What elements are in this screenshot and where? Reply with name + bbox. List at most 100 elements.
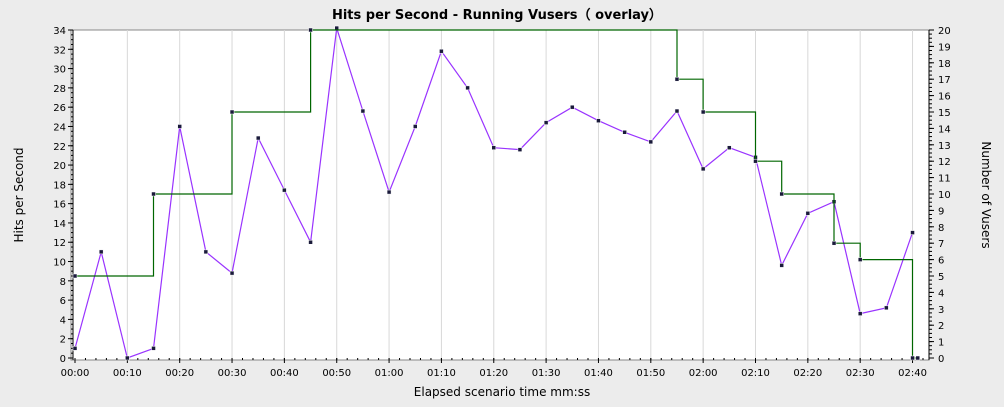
series-marker: [622, 130, 627, 135]
y2-tick-label: 4: [938, 288, 944, 299]
x-tick-label: 01:10: [427, 368, 456, 379]
y2-tick-label: 8: [938, 223, 944, 234]
series-marker: [910, 355, 915, 361]
series-marker: [229, 109, 235, 115]
plot-area: [70, 29, 930, 361]
series-marker: [98, 249, 104, 255]
series-marker: [543, 120, 549, 125]
x-axis-label: Elapsed scenario time mm:ss: [414, 385, 590, 399]
y2-tick-label: 15: [938, 108, 951, 119]
series-marker: [439, 48, 444, 54]
series-marker: [203, 249, 209, 255]
y-tick-label: 2: [60, 335, 66, 346]
series-marker: [517, 147, 523, 152]
series-marker: [857, 311, 863, 316]
y2-tick-label: 9: [938, 206, 944, 217]
y2-tick-label: 2: [938, 321, 944, 332]
x-tick-label: 00:20: [165, 368, 194, 379]
x-tick-label: 01:20: [479, 368, 508, 379]
x-tick-label: 01:30: [532, 368, 561, 379]
y2-axis-label: Number of Vusers: [979, 141, 993, 248]
series-marker: [465, 85, 470, 91]
y-tick-label: 6: [60, 296, 66, 307]
series-marker: [779, 263, 784, 268]
series-marker: [282, 187, 287, 193]
y-tick-label: 10: [53, 258, 66, 269]
series-marker: [779, 191, 784, 197]
y-tick-label: 4: [60, 315, 66, 326]
x-tick-label: 02:00: [689, 368, 718, 379]
series-marker: [700, 109, 706, 115]
series-marker: [884, 305, 889, 311]
x-tick-label: 01:50: [636, 368, 665, 379]
y2-tick-label: 6: [938, 256, 944, 267]
series-marker: [570, 104, 575, 110]
y2-tick-label: 16: [938, 92, 951, 103]
y-tick-label: 16: [53, 200, 66, 211]
y2-tick-label: 17: [938, 75, 951, 86]
chart-title: Hits per Second - Running Vusers（ overla…: [332, 7, 662, 23]
y2-tick-label: 18: [938, 59, 951, 70]
series-marker: [229, 270, 235, 276]
y2-tick-label: 7: [938, 239, 944, 250]
series-marker: [177, 124, 182, 129]
y-tick-label: 34: [53, 26, 66, 37]
series-marker: [386, 189, 392, 195]
y-tick-label: 24: [53, 122, 66, 133]
y-tick-label: 30: [53, 65, 66, 76]
y2-tick-label: 11: [938, 174, 951, 185]
series-marker: [125, 355, 130, 361]
y-axis-label: Hits per Second: [12, 147, 26, 242]
y2-tick-label: 19: [938, 42, 951, 53]
y-tick-label: 20: [53, 161, 66, 172]
x-tick-label: 00:30: [218, 368, 247, 379]
y-tick-label: 18: [53, 180, 66, 191]
series-marker: [674, 108, 680, 114]
series-marker: [360, 108, 366, 114]
series-marker: [151, 191, 156, 197]
x-tick-label: 01:00: [375, 368, 404, 379]
series-marker: [72, 346, 78, 351]
series-marker: [255, 135, 261, 141]
y-tick-label: 32: [53, 45, 66, 56]
y2-tick-label: 3: [938, 305, 944, 316]
y-tick-label: 26: [53, 103, 66, 114]
series-marker: [151, 346, 156, 351]
x-tick-label: 01:40: [584, 368, 613, 379]
y-tick-label: 28: [53, 84, 66, 95]
y-tick-label: 12: [53, 238, 66, 249]
series-marker: [596, 118, 601, 123]
series-marker: [648, 139, 654, 145]
x-tick-label: 00:50: [322, 368, 351, 379]
y-tick-label: 0: [60, 354, 66, 365]
x-tick-label: 00:40: [270, 368, 299, 379]
series-marker: [674, 76, 680, 82]
x-tick-label: 02:20: [793, 368, 822, 379]
series-marker: [412, 124, 418, 129]
x-tick-label: 02:10: [741, 368, 770, 379]
series-marker: [727, 145, 732, 150]
series-marker: [910, 230, 915, 235]
y2-tick-label: 13: [938, 141, 951, 152]
y2-tick-label: 14: [938, 124, 951, 135]
y2-tick-label: 12: [938, 157, 951, 168]
series-marker: [308, 239, 313, 245]
series-marker: [857, 257, 863, 262]
series-marker: [308, 27, 313, 33]
series-layer: [72, 25, 921, 361]
x-tick-label: 02:30: [846, 368, 875, 379]
y-tick-label: 22: [53, 142, 66, 153]
axis-layer: 00:00 00:10 00:20 00:30 00:40 00:50 01:00 01:10…: [53, 26, 950, 379]
x-tick-label: 00:00: [61, 368, 90, 379]
series-marker: [491, 145, 497, 150]
series-marker: [700, 166, 706, 172]
series-marker: [915, 355, 921, 361]
y2-tick-label: 0: [938, 354, 944, 365]
y-tick-label: 14: [53, 219, 66, 230]
x-tick-label: 02:40: [898, 368, 927, 379]
y2-tick-label: 10: [938, 190, 951, 201]
x-tick-label: 00:10: [113, 368, 142, 379]
y-tick-label: 8: [60, 277, 66, 288]
